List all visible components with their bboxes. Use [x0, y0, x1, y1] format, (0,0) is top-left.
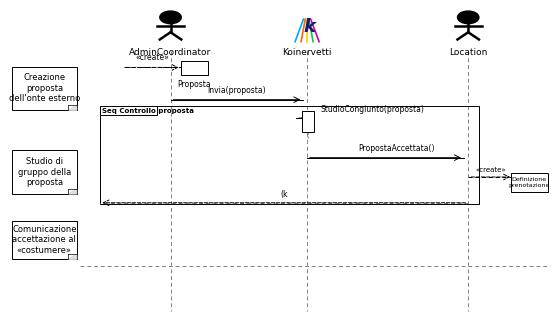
Text: Koinervetti: Koinervetti: [282, 48, 332, 57]
Polygon shape: [69, 189, 76, 194]
Text: StudioCongiunto(proposta): StudioCongiunto(proposta): [321, 105, 424, 114]
Text: Comunicazione
accettazione al
«costumere»: Comunicazione accettazione al «costumere…: [12, 225, 77, 255]
Text: «create»: «create»: [136, 53, 170, 62]
Text: AdminCoordinator: AdminCoordinator: [129, 48, 212, 57]
FancyBboxPatch shape: [100, 106, 157, 115]
Text: Proposta: Proposta: [178, 80, 211, 89]
Polygon shape: [69, 105, 76, 110]
FancyBboxPatch shape: [511, 173, 548, 191]
Text: Seq Controllo proposta: Seq Controllo proposta: [102, 108, 194, 114]
Text: Studio di
gruppo della
proposta: Studio di gruppo della proposta: [18, 157, 71, 187]
Text: «create»: «create»: [475, 167, 506, 173]
Text: Location: Location: [449, 48, 487, 57]
Circle shape: [457, 11, 479, 24]
FancyBboxPatch shape: [302, 111, 314, 132]
Text: k: k: [304, 18, 316, 36]
FancyBboxPatch shape: [12, 220, 76, 259]
Polygon shape: [69, 254, 76, 259]
Text: PropostaAccettata(): PropostaAccettata(): [358, 145, 434, 153]
FancyBboxPatch shape: [12, 150, 76, 194]
Text: Creazione
proposta
dell'onte esterno: Creazione proposta dell'onte esterno: [9, 73, 80, 103]
Text: Definizione
prenotazione: Definizione prenotazione: [509, 177, 550, 188]
Text: (k: (k: [280, 189, 287, 199]
FancyBboxPatch shape: [182, 61, 208, 75]
Text: Invia(proposta): Invia(proposta): [208, 86, 266, 95]
FancyBboxPatch shape: [12, 67, 76, 110]
Circle shape: [160, 11, 181, 24]
